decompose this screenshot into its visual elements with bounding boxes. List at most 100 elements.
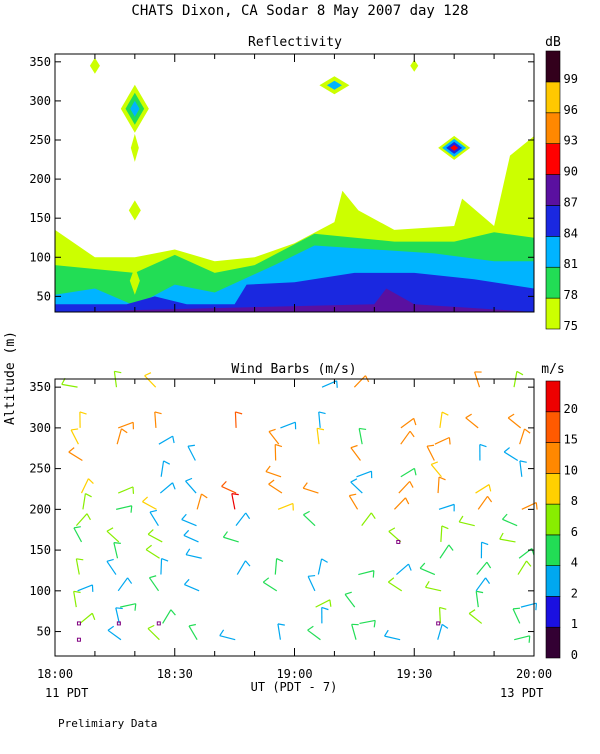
wind-barb-shaft (359, 620, 375, 623)
wind-barb-shaft (145, 376, 156, 388)
wind-barb-shaft (351, 448, 361, 461)
wind-barbs-panel: Wind Barbs (m/s) 5010015020025030035018:… (29, 362, 578, 681)
wind-barb (148, 530, 162, 542)
wind-barb (459, 516, 475, 526)
wind-barb-shaft (420, 568, 435, 574)
wind-barb (440, 607, 447, 623)
wind-barb-flag (420, 563, 425, 568)
wind-barb-shaft (269, 484, 282, 493)
wind-barb-flag (182, 514, 187, 519)
wind-barb (357, 471, 372, 478)
wind-barb (161, 461, 170, 477)
wind-barb (278, 624, 285, 640)
wind-barb (476, 578, 489, 591)
wind-barb-flag (266, 466, 270, 472)
wind-barb-shaft (146, 550, 159, 559)
reflectivity-plot-area (55, 58, 574, 312)
reflectivity-ytick-label: 50 (37, 289, 51, 303)
wind-barb-flag (150, 510, 157, 512)
wind-barb (349, 494, 357, 509)
wind-barb-flag (114, 371, 121, 372)
wind-barb-shaft (362, 513, 372, 526)
wind-barb-shaft (500, 539, 516, 542)
wind-barb (385, 630, 401, 640)
reflectivity-colorbar-swatch (546, 267, 560, 298)
wind-barb-flag (162, 559, 169, 562)
wind-barb-flag (92, 613, 94, 620)
wind-barb-flag (536, 603, 537, 610)
wind-colorbar-unit: m/s (541, 362, 564, 377)
wind-barb (107, 528, 119, 542)
wind-barb (438, 624, 448, 639)
wind-barb (189, 625, 197, 640)
reflectivity-ytick-label: 250 (29, 133, 51, 147)
wind-barb (345, 592, 355, 607)
wind-barb-shaft (76, 559, 79, 575)
wind-barb (114, 543, 121, 559)
wind-barb-shaft (401, 418, 414, 428)
wind-barb (477, 562, 491, 574)
wind-barb (197, 494, 207, 509)
wind-barb-shaft (161, 559, 162, 575)
wind-barb-flag (164, 461, 170, 464)
wind-barb-flag (188, 445, 195, 446)
wind-colorbar-swatch (546, 473, 560, 504)
reflectivity-colorbar-swatch (546, 236, 560, 267)
wind-barb (116, 506, 132, 513)
wind-barb (431, 462, 441, 477)
wind-barb-flag (349, 494, 356, 495)
wind-barb-flag (114, 543, 121, 544)
wind-barb-flag (337, 381, 338, 388)
wind-barb-shaft (438, 477, 439, 493)
wind-barb-shaft (237, 561, 245, 575)
wind-colorbar-swatch (546, 443, 560, 474)
wind-colorbar-label: 2 (571, 586, 578, 600)
wind-barb (508, 414, 520, 428)
reflectivity-colorbar-label: 81 (564, 257, 578, 271)
wind-barb-flag (278, 624, 285, 625)
wind-barb-shaft (427, 446, 434, 460)
wind-barb-shaft (142, 502, 156, 510)
wind-barb-shaft (469, 613, 482, 623)
wind-barb (150, 510, 158, 525)
wind-barb (303, 483, 318, 493)
wind-barb-shaft (440, 545, 449, 558)
wind-barb (476, 485, 491, 493)
wind-barb (440, 412, 448, 428)
wind-barb-flag (186, 549, 190, 555)
wind-barb (401, 431, 414, 444)
wind-barb-flag (246, 513, 250, 519)
wind-xtick-label: 20:00 (516, 667, 552, 681)
wind-barb (184, 530, 199, 542)
wind-barb-flag (107, 528, 113, 531)
reflectivity-colorbar-swatch (546, 51, 560, 82)
wind-barb (351, 446, 361, 461)
wind-barb (401, 468, 416, 476)
wind-barb-flag (85, 494, 91, 497)
wind-barb-flag (135, 604, 136, 611)
x-axis-label: UT (PDT - 7) (251, 680, 338, 694)
wind-barb-flag (414, 418, 416, 425)
wind-barb-shaft (269, 432, 279, 445)
wind-barb-shaft (431, 464, 441, 476)
wind-barb-shaft (303, 488, 318, 493)
wind-barb-flag (275, 444, 282, 446)
wind-barb-flag (504, 448, 509, 452)
wind-barb-flag (536, 503, 537, 510)
wind-ytick-label: 50 (37, 625, 51, 639)
wind-barb (322, 381, 337, 388)
wind-calm-marker (77, 622, 80, 625)
wind-barb-flag (269, 480, 275, 484)
wind-barb (107, 559, 116, 574)
wind-ytick-label: 300 (29, 421, 51, 435)
wind-barb-flag (466, 414, 472, 418)
wind-barb-flag (442, 526, 448, 529)
wind-barb (389, 528, 401, 542)
wind-barb-flag (80, 412, 87, 414)
wind-barb-flag (128, 578, 132, 584)
wind-barb-shaft (303, 515, 315, 526)
wind-barb (62, 378, 78, 387)
wind-barb (308, 626, 321, 639)
wind-barb (74, 527, 82, 542)
wind-barb-shaft (107, 531, 119, 542)
